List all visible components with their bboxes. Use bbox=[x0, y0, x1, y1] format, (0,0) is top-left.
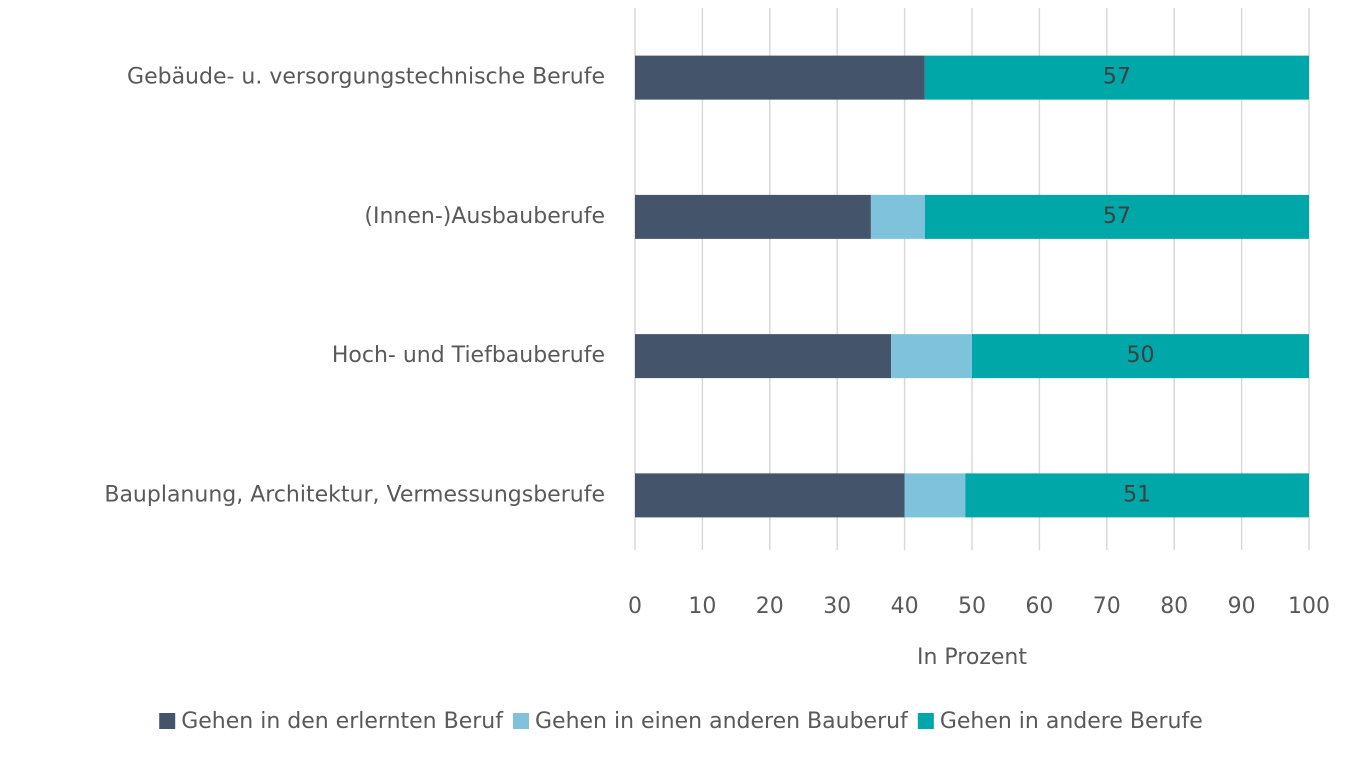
x-tick-label: 60 bbox=[1025, 594, 1053, 619]
bar-segment bbox=[924, 194, 1309, 239]
legend-swatch bbox=[512, 713, 529, 729]
bar-segment bbox=[635, 55, 925, 100]
x-tick-label: 90 bbox=[1228, 594, 1256, 619]
x-tick-label: 80 bbox=[1160, 594, 1188, 619]
bar-segment bbox=[965, 473, 1309, 518]
legend-swatch bbox=[917, 713, 934, 729]
bar-segment bbox=[635, 194, 871, 239]
x-tick-label: 70 bbox=[1093, 594, 1121, 619]
data-label: 50 bbox=[1127, 343, 1155, 368]
legend-label: Gehen in andere Berufe bbox=[940, 709, 1203, 734]
y-tick-label: Hoch- und Tiefbauberufe bbox=[332, 343, 605, 368]
x-tick-label: 100 bbox=[1288, 594, 1330, 619]
bar-segment bbox=[904, 473, 966, 518]
x-axis-title: In Prozent bbox=[917, 645, 1027, 670]
bar-segment bbox=[891, 334, 972, 379]
x-tick-label: 30 bbox=[823, 594, 851, 619]
data-label: 51 bbox=[1123, 482, 1151, 507]
x-tick-label: 0 bbox=[628, 594, 642, 619]
data-label: 57 bbox=[1103, 65, 1131, 90]
x-tick-label: 20 bbox=[756, 594, 784, 619]
legend-swatch bbox=[159, 713, 176, 729]
y-tick-label: Gebäude- u. versorgungstechnische Berufe bbox=[127, 65, 605, 90]
y-tick-label: (Innen-)Ausbauberufe bbox=[364, 204, 605, 229]
bar-segment bbox=[635, 334, 892, 379]
y-tick-label: Bauplanung, Architektur, Vermessungsberu… bbox=[104, 482, 605, 507]
bar-segment bbox=[635, 473, 905, 518]
x-tick-label: 40 bbox=[891, 594, 919, 619]
legend-label: Gehen in einen anderen Bauberuf bbox=[535, 709, 909, 734]
data-label: 57 bbox=[1103, 204, 1131, 229]
legend-label: Gehen in den erlernten Beruf bbox=[181, 709, 504, 734]
x-tick-label: 10 bbox=[688, 594, 716, 619]
bar-segment bbox=[972, 334, 1309, 379]
bar-segment bbox=[924, 55, 1309, 100]
x-tick-label: 50 bbox=[958, 594, 986, 619]
bar-segment bbox=[870, 194, 925, 239]
